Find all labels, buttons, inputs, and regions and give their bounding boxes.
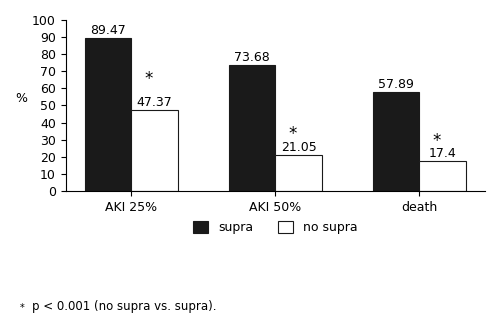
Text: *: * <box>433 132 442 150</box>
Text: 89.47: 89.47 <box>90 24 126 37</box>
Bar <box>373 92 420 191</box>
Text: 17.4: 17.4 <box>429 147 456 160</box>
Text: *: * <box>20 303 25 313</box>
Text: 21.05: 21.05 <box>280 140 316 153</box>
Text: 47.37: 47.37 <box>136 95 172 109</box>
Legend: supra, no supra: supra, no supra <box>188 216 362 239</box>
Text: 73.68: 73.68 <box>234 51 270 64</box>
Y-axis label: %: % <box>15 92 27 106</box>
Bar <box>229 65 276 191</box>
Text: *: * <box>145 70 153 88</box>
Bar <box>132 110 178 191</box>
Bar <box>85 38 132 191</box>
Text: *: * <box>289 125 298 143</box>
Bar <box>420 161 466 191</box>
Text: p < 0.001 (no supra vs. supra).: p < 0.001 (no supra vs. supra). <box>32 301 217 313</box>
Bar <box>276 155 322 191</box>
Text: 57.89: 57.89 <box>378 77 414 91</box>
